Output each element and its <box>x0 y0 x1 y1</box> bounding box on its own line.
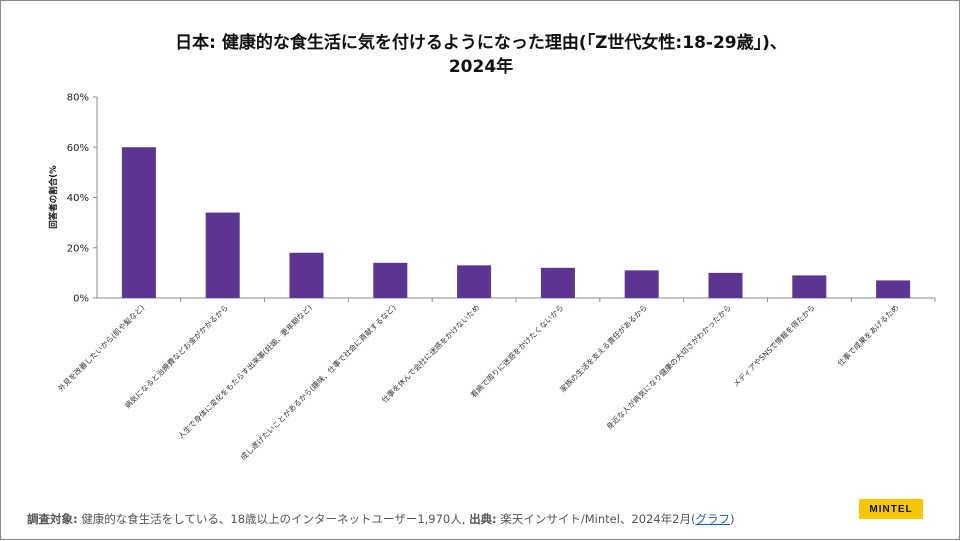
bar <box>624 270 659 298</box>
source-label: 出典: <box>469 512 497 526</box>
y-tick-label: 20% <box>67 243 89 254</box>
y-tick-label: 80% <box>67 93 89 104</box>
chart-title: 日本: 健康的な食生活に気を付けるようになった理由(「Z世代女性:18-29歳」… <box>41 31 921 79</box>
survey-target-text: 健康的な食生活をしている、18歳以上のインターネットユーザー1,970人 <box>81 512 462 526</box>
survey-target-label: 調査対象: <box>27 512 78 526</box>
graph-link[interactable]: グラフ <box>695 512 730 526</box>
bar <box>708 272 743 298</box>
x-category-label: 病気になると治療費などお金がかかるから <box>122 302 230 410</box>
x-category-label: 成し遂げたいことがあるから(趣味、仕事で社会に貢献するなど) <box>238 302 398 462</box>
bar <box>540 267 575 298</box>
bar <box>289 252 324 298</box>
chart-title-line-1: 日本: 健康的な食生活に気を付けるようになった理由(「Z世代女性:18-29歳」… <box>175 33 787 53</box>
mintel-logo: MINTEL <box>859 499 923 519</box>
source-text: 楽天インサイト/Mintel、2024年2月( <box>500 512 696 526</box>
chart-title-line-2: 2024年 <box>448 57 514 77</box>
footer-note: 調査対象: 健康的な食生活をしている、18歳以上のインターネットユーザー1,97… <box>27 512 735 526</box>
x-category-label: 仕事を休んで会社に迷惑をかけないため <box>379 302 481 404</box>
x-category-label: 看病で周りに迷惑をかけたくないから <box>468 302 565 399</box>
x-category-label: 外見を改善したいから(肌や髪など) <box>56 302 147 393</box>
bar <box>792 275 827 298</box>
bar <box>876 280 911 298</box>
y-tick-label: 0% <box>73 294 89 305</box>
bar <box>121 147 156 298</box>
source-close-paren: ) <box>729 512 735 526</box>
y-tick-label: 60% <box>67 143 89 154</box>
bar <box>205 212 240 298</box>
x-category-label: 仕事で成果をあげるため <box>835 302 900 367</box>
x-category-label: 人生で身体に変化をもたらす出来事(妊娠、更年期など) <box>176 302 314 440</box>
bar <box>373 262 408 298</box>
bar <box>457 265 492 298</box>
y-axis-title: 回答者の割合(% <box>48 165 59 229</box>
y-tick-label: 40% <box>67 193 89 204</box>
x-category-label: メディアやSNSで情報を得たから <box>730 302 816 388</box>
x-category-label: 家族の生活を支える責任があるから <box>557 302 649 394</box>
